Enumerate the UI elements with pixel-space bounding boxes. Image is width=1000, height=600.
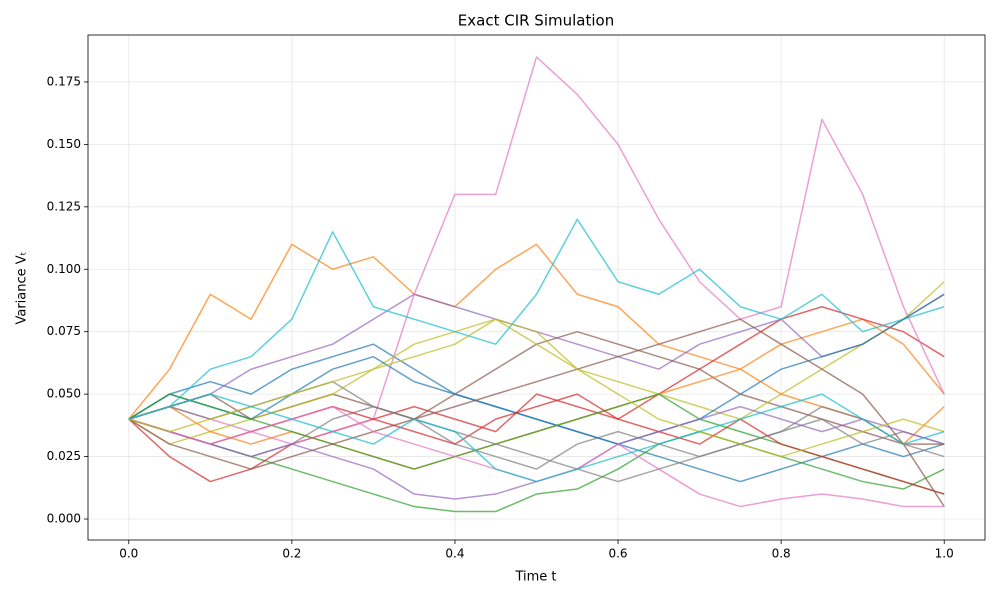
series-line <box>128 418 945 513</box>
y-axis-label: Variance Vₜ <box>15 251 30 324</box>
x-axis-label: Time t <box>514 570 556 585</box>
series-line <box>128 330 945 445</box>
y-tick-label: 0.150 <box>47 137 81 151</box>
series-line <box>128 393 945 483</box>
y-tick-label: 0.100 <box>47 262 81 276</box>
x-tick-label: 1.0 <box>935 547 954 561</box>
x-tick-label: 0.4 <box>445 547 464 561</box>
plot-frame <box>87 34 986 541</box>
x-tick-label: 0.8 <box>772 547 791 561</box>
x-tick-label: 0.6 <box>608 547 627 561</box>
series-line <box>128 243 945 420</box>
series-line <box>128 405 945 470</box>
y-tick-label: 0.075 <box>47 324 81 338</box>
series-line <box>128 405 945 500</box>
series-line <box>128 318 945 458</box>
x-tick-label: 0.0 <box>119 547 138 561</box>
y-tick-label: 0.025 <box>47 449 81 463</box>
y-tick-label: 0.175 <box>47 74 81 88</box>
series-line <box>128 281 945 445</box>
y-tick-label: 0.000 <box>47 512 81 526</box>
chart-title: Exact CIR Simulation <box>458 12 614 30</box>
x-tick-label: 0.2 <box>282 547 301 561</box>
series-line <box>128 305 945 483</box>
series-line <box>128 218 945 420</box>
series-line <box>128 56 945 445</box>
y-tick-label: 0.050 <box>47 387 81 401</box>
series-line <box>128 318 945 507</box>
series-line <box>128 343 945 483</box>
y-tick-label: 0.125 <box>47 199 81 213</box>
